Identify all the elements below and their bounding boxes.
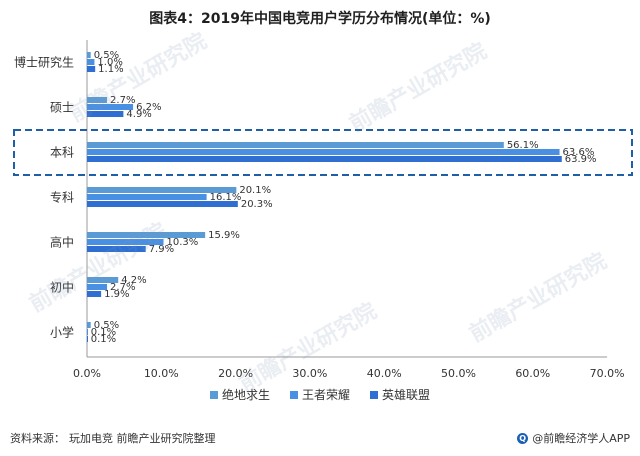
x-tick-label: 20.0% [218,367,253,380]
data-label: 56.1% [507,140,539,151]
data-label: 4.2% [121,275,146,286]
bar [87,284,108,290]
data-label: 0.5% [94,50,119,61]
legend-swatch [370,391,378,399]
data-label: 63.6% [563,147,595,158]
legend-label: 王者荣耀 [302,388,350,402]
bar [87,322,91,328]
data-label: 7.9% [149,244,174,255]
bar [87,59,95,65]
data-label: 2.7% [110,282,135,293]
source-text: 玩加电竞 前瞻产业研究院整理 [69,432,216,445]
bar [87,336,88,342]
x-tick-label: 50.0% [441,367,476,380]
data-label: 4.9% [126,109,151,120]
legend-swatch [210,391,218,399]
data-label: 0.5% [94,320,119,331]
category-label: 博士研究生 [14,55,74,70]
category-label: 硕士 [50,101,74,115]
highlight-box [13,129,633,176]
data-label: 0.1% [91,327,116,338]
legend-label: 绝地求生 [222,387,270,402]
bar [87,187,237,193]
data-label: 10.3% [167,237,199,248]
bar [87,97,108,103]
data-label: 16.1% [210,192,242,203]
x-tick-label: 10.0% [144,367,179,380]
legend-label: 英雄联盟 [382,387,430,402]
bar [87,246,146,252]
bar [87,52,91,58]
bar [87,66,96,72]
x-tick-label: 60.0% [515,367,550,380]
bar [87,201,238,207]
bar [87,156,562,162]
bar [87,239,164,245]
x-tick-label: 40.0% [367,367,402,380]
data-label: 1.1% [98,64,123,75]
bar [87,232,206,238]
x-tick-label: 0.0% [73,367,101,380]
bar [87,194,207,200]
brand-credit: Q @前瞻经济学人APP [517,430,630,446]
chart-title: 图表4：2019年中国电竞用户学历分布情况(单位：%) [149,11,491,27]
bar [87,149,560,155]
category-label: 小学 [50,325,74,340]
category-label: 专科 [50,190,74,205]
bar [87,111,124,117]
bar [87,329,88,335]
bar [87,277,119,283]
category-label: 初中 [50,280,74,295]
category-label: 本科 [50,146,74,160]
category-label: 高中 [50,235,74,250]
data-label: 63.9% [565,154,597,165]
brand-logo-icon: Q [517,432,529,444]
data-label: 20.1% [239,185,271,196]
data-label: 1.0% [97,57,122,68]
data-label: 2.7% [110,95,135,106]
x-tick-label: 70.0% [590,367,625,380]
bar [87,291,102,297]
data-label: 6.2% [136,102,161,113]
data-label: 0.1% [91,334,116,345]
data-label: 15.9% [208,230,240,241]
data-label: 20.3% [241,199,273,210]
bar [87,104,134,110]
legend-swatch [290,391,298,399]
bar [87,142,504,148]
brand-text: @前瞻经济学人APP [532,432,630,445]
data-label: 1.9% [104,289,129,300]
x-tick-label: 30.0% [292,367,327,380]
source-note: 资料来源： 玩加电竞 前瞻产业研究院整理 [10,430,216,446]
source-label: 资料来源： [10,432,65,445]
